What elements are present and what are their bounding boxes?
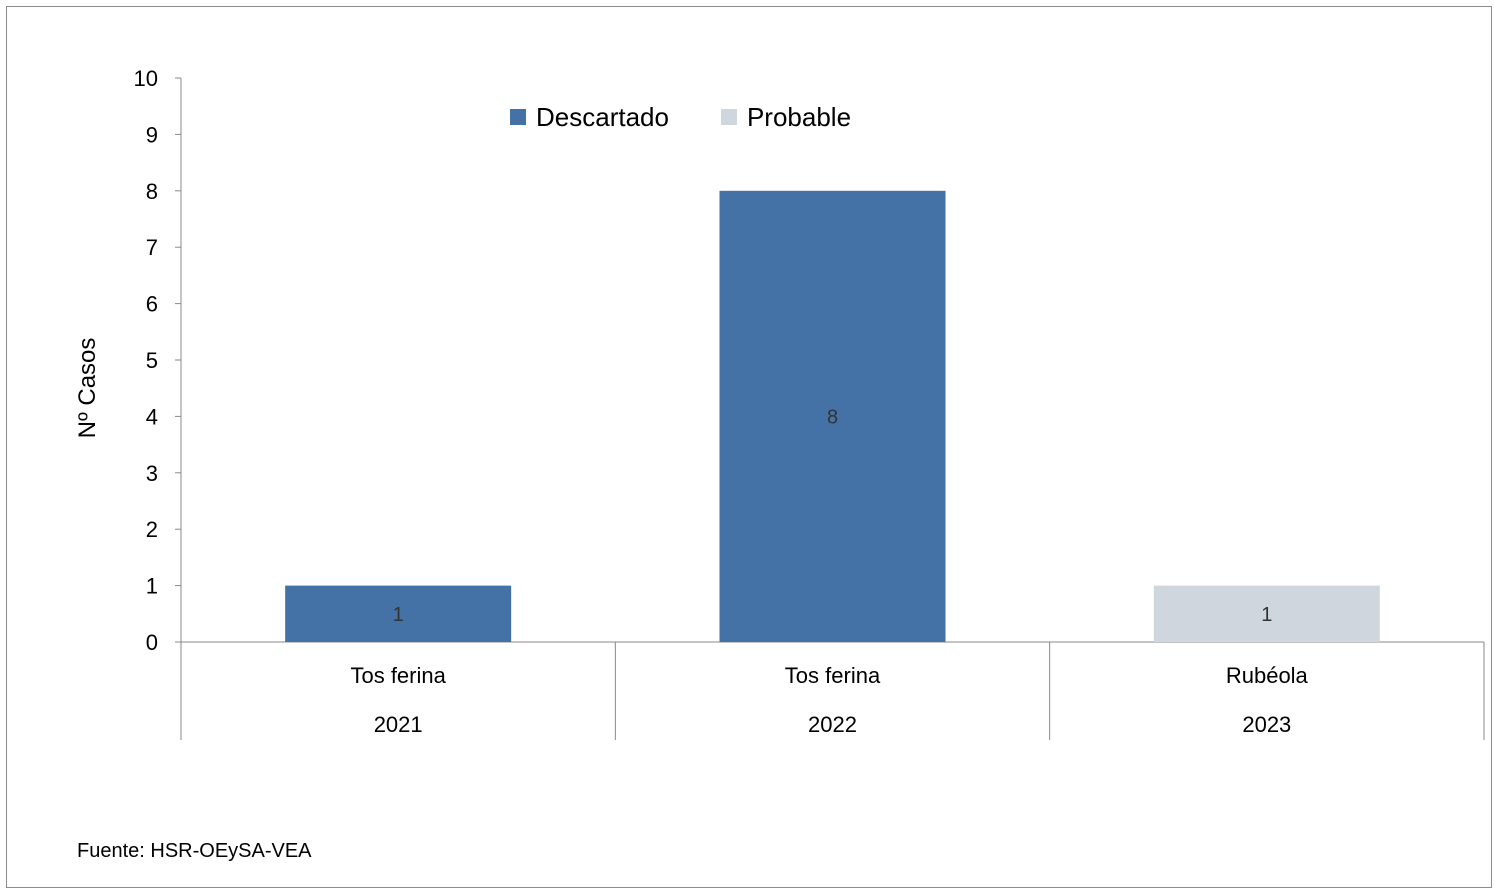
y-tick-label: 10 [134, 66, 158, 91]
y-tick-label: 7 [146, 235, 158, 260]
y-tick-label: 5 [146, 348, 158, 373]
data-label: 1 [1261, 604, 1272, 626]
legend-label-descartado: Descartado [536, 102, 669, 132]
bar-descartado [285, 585, 512, 642]
x-category-label: Tos ferina [350, 663, 446, 688]
y-tick-label: 1 [146, 574, 158, 599]
x-group-label: 2021 [374, 712, 423, 737]
legend-label-probable: Probable [747, 102, 851, 132]
y-tick-label: 4 [146, 404, 158, 429]
source-note: Fuente: HSR-OEySA-VEA [77, 840, 312, 862]
y-axis-title: Nº Casos [74, 338, 101, 439]
y-tick-label: 8 [146, 179, 158, 204]
x-category-label: Tos ferina [785, 663, 881, 688]
bar-probable [1153, 585, 1380, 642]
x-group-label: 2022 [808, 712, 857, 737]
y-tick-label: 6 [146, 292, 158, 317]
x-group-label: 2023 [1242, 712, 1291, 737]
y-tick-label: 3 [146, 461, 158, 486]
y-tick-label: 2 [146, 517, 158, 542]
legend-swatch-probable [720, 109, 737, 125]
data-label: 1 [393, 604, 404, 626]
legend-swatch-descartado [510, 109, 526, 125]
y-tick-label: 9 [146, 122, 158, 147]
data-label: 8 [827, 406, 838, 428]
y-tick-label: 0 [146, 630, 158, 655]
x-category-label: Rubéola [1226, 663, 1309, 688]
bar-descartado [719, 190, 946, 643]
